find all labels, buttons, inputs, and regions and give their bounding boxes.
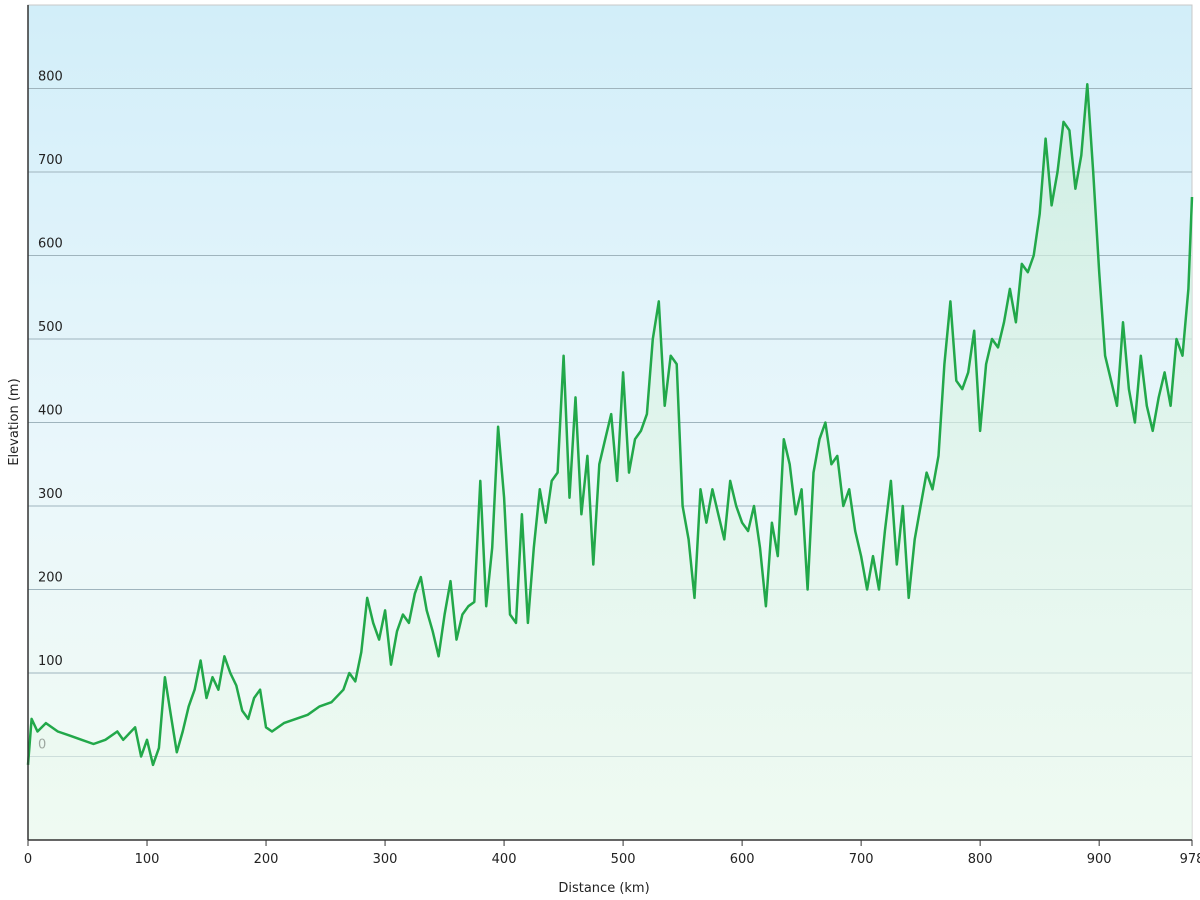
- x-tick-label: 700: [849, 852, 874, 867]
- x-tick-label: 978: [1180, 852, 1200, 867]
- y-tick-label: 200: [38, 571, 63, 586]
- x-tick-label: 900: [1087, 852, 1112, 867]
- x-axis-label: Distance (km): [558, 881, 649, 896]
- y-axis-label: Elevation (m): [7, 378, 22, 465]
- y-tick-label: 800: [38, 70, 63, 85]
- x-tick-label: 300: [373, 852, 398, 867]
- y-tick-label: 500: [38, 320, 63, 335]
- x-tick-label: 100: [135, 852, 160, 867]
- y-tick-label: 700: [38, 153, 63, 168]
- x-tick-label: 500: [611, 852, 636, 867]
- x-tick-label: 400: [492, 852, 517, 867]
- elevation-line: [26, 83, 1194, 767]
- x-tick-label: 600: [730, 852, 755, 867]
- x-tick-label: 200: [254, 852, 279, 867]
- y-tick-label: 300: [38, 487, 63, 502]
- x-tick-label: 800: [968, 852, 993, 867]
- elevation-area: [28, 84, 1192, 841]
- y-tick-label: 600: [38, 237, 63, 252]
- x-tick-label: 0: [24, 852, 32, 867]
- y-tick-label: 100: [38, 654, 63, 669]
- y-tick-label: 400: [38, 404, 63, 419]
